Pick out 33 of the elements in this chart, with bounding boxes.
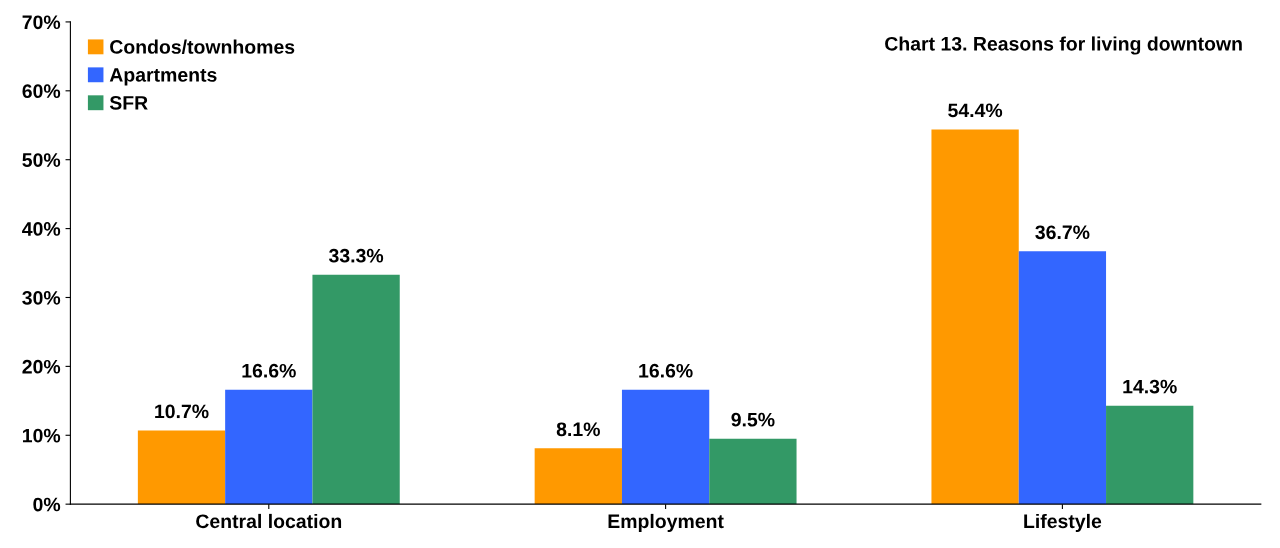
y-tick-label: 60% (22, 84, 61, 99)
x-tick-label: Central location (196, 513, 342, 529)
bar (137, 430, 226, 505)
data-label: 36.7% (1035, 225, 1090, 240)
bar (534, 448, 622, 505)
data-label: 10.7% (155, 404, 209, 419)
y-tick-label: 10% (22, 428, 61, 443)
data-label: 16.6% (639, 363, 693, 378)
data-label: 8.1% (556, 422, 600, 437)
bar (225, 389, 313, 505)
bar (1018, 251, 1107, 505)
legend-label: SFR (109, 95, 148, 110)
y-tick-label: 40% (22, 222, 61, 236)
bar (621, 389, 710, 505)
bar (931, 129, 1019, 505)
y-tick-label: 20% (22, 359, 61, 374)
bar (709, 438, 797, 505)
y-tick-label: 0% (33, 497, 61, 512)
y-tick-label: 50% (22, 153, 61, 167)
data-label: 54.4% (948, 103, 1003, 118)
x-tick-label: Employment (608, 513, 724, 533)
data-label: 16.6% (242, 363, 296, 378)
bar (312, 274, 400, 505)
bar (1106, 405, 1194, 505)
data-label: 33.3% (328, 248, 384, 263)
y-tick-label: 30% (22, 290, 61, 305)
data-label: 14.3% (1123, 379, 1177, 394)
legend-label: Apartments (109, 68, 217, 86)
legend-label: Condos/townhomes (110, 39, 295, 54)
x-tick-label: Lifestyle (1024, 513, 1102, 533)
y-tick-label: 70% (22, 15, 61, 30)
text: Chart 13. Reasons for living downtown (885, 36, 1242, 55)
data-label: 9.5% (731, 412, 775, 427)
